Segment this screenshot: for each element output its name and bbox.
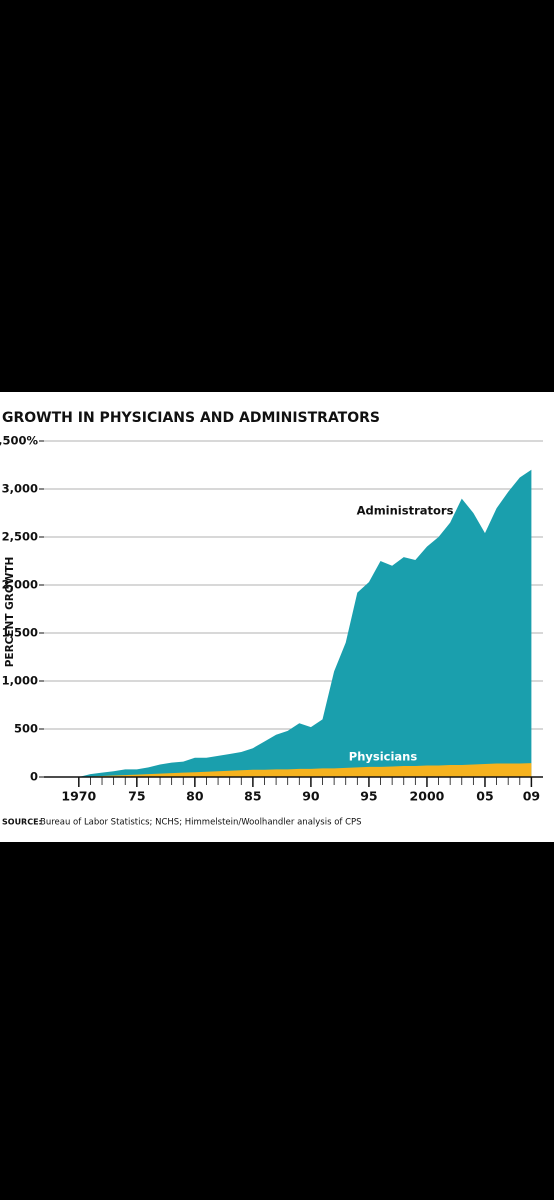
x-tick-label: 05 — [476, 789, 493, 804]
chart-title: GROWTH IN PHYSICIANS AND ADMINISTRATORS — [2, 410, 380, 426]
y-tick-label: 2,500 — [2, 530, 38, 544]
area — [78, 469, 532, 777]
x-tick-label: 90 — [302, 789, 320, 804]
x-tick-label: 95 — [360, 789, 377, 804]
y-tick-label: 3,000 — [2, 482, 38, 496]
x-tick-label: 09 — [523, 789, 540, 804]
area — [78, 763, 532, 777]
y-tick-label: 0 — [30, 770, 38, 784]
x-tick-label: 85 — [244, 789, 261, 804]
y-tick-label: 1,000 — [2, 674, 38, 688]
x-tick-label: 2000 — [410, 789, 445, 804]
y-tick-label: 3,500% — [0, 434, 38, 448]
series-label: Physicians — [349, 750, 418, 764]
x-tick-label: 75 — [128, 789, 145, 804]
y-tick-label: 2,000 — [2, 578, 38, 592]
source: Bureau of Labor Statistics; NCHS; Himmel… — [40, 818, 362, 828]
y-tick-label: 1,500 — [2, 626, 38, 640]
x-tick-label: 80 — [186, 789, 204, 804]
y-axis-label: PERCENT GROWTH — [4, 557, 16, 668]
y-tick-label: 500 — [14, 722, 38, 736]
x-tick-label: 1970 — [61, 789, 96, 804]
series-label: Administrators — [357, 504, 454, 518]
source-label: SOURCE: — [2, 818, 42, 827]
